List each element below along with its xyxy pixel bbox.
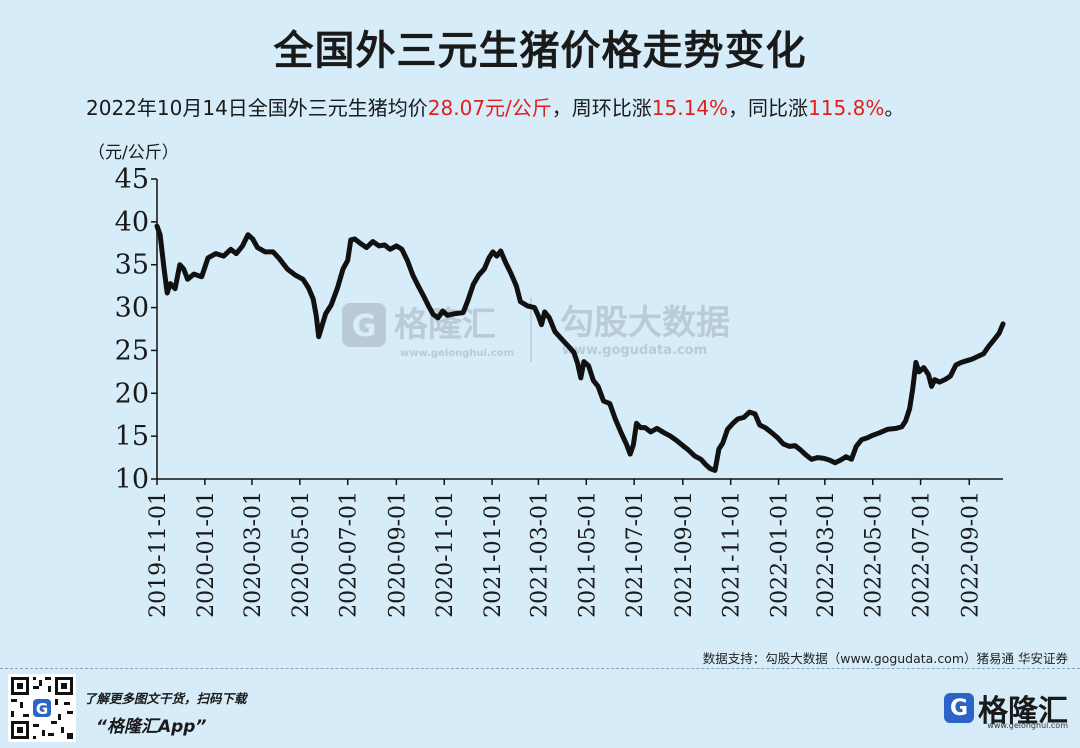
- watermark-logo-mark: G: [352, 309, 377, 344]
- y-tick-label: 15: [115, 421, 149, 452]
- x-tick-label: 2019-11-01: [146, 491, 171, 618]
- summary-yoy: 115.8%: [808, 96, 885, 120]
- x-tick-label: 2022-07-01: [910, 491, 935, 618]
- brand-logo[interactable]: G 格隆汇 www.gelonghui.com: [944, 688, 1068, 730]
- summary-end: 。: [884, 96, 905, 120]
- x-tick-label: 2022-01-01: [768, 491, 793, 618]
- brand-logo-url: www.gelonghui.com: [987, 721, 1068, 730]
- chart-ticks: 10 15 20 25 30 35 40 45 2019-11-01 2020-01-01 2020…: [115, 164, 984, 618]
- y-tick-label: 30: [115, 293, 149, 324]
- page-title: 全国外三元生猪价格走势变化: [273, 28, 807, 74]
- promo-text: 了解更多图文干货，扫码下载: [84, 691, 247, 706]
- watermark-brand-right: 勾股大数据: [560, 303, 730, 343]
- x-tick-label: 2021-11-01: [720, 491, 745, 618]
- footer-divider: [0, 668, 1080, 669]
- y-tick-label: 20: [115, 378, 149, 409]
- x-tick-label: 2020-11-01: [433, 491, 458, 618]
- summary-wow: 15.14%: [651, 96, 729, 120]
- summary-mid1: ，周环比涨: [551, 96, 652, 120]
- summary-line: 2022年10月14日全国外三元生猪均价28.07元/公斤，周环比涨15.14%…: [86, 92, 1066, 121]
- x-tick-label: 2020-03-01: [241, 491, 266, 618]
- x-tick-label: 2020-07-01: [337, 491, 362, 618]
- price-line-chart: G 格隆汇 www.gelonghui.com 勾股大数据 www.goguda…: [115, 164, 1006, 618]
- summary-prefix: 2022年10月14日全国外三元生猪均价: [86, 96, 428, 120]
- summary-mid2: ，同比涨: [728, 96, 809, 120]
- y-tick-label: 40: [115, 207, 149, 238]
- x-tick-label: 2020-09-01: [385, 491, 410, 618]
- x-tick-label: 2022-05-01: [862, 491, 887, 618]
- x-tick-label: 2020-01-01: [194, 491, 219, 618]
- watermark-brand-left-url: www.gelonghui.com: [400, 348, 514, 359]
- y-tick-label: 10: [115, 464, 149, 495]
- x-tick-label: 2021-07-01: [623, 491, 648, 618]
- x-tick-label: 2021-01-01: [481, 491, 506, 618]
- promo-app-name: “格隆汇App”: [96, 717, 207, 737]
- y-tick-label: 35: [115, 250, 149, 281]
- summary-price: 28.07元/公斤: [427, 96, 552, 120]
- watermark-brand-right-url: www.gogudata.com: [562, 343, 707, 358]
- x-tick-label: 2021-09-01: [672, 491, 697, 618]
- brand-logo-icon: G: [944, 693, 974, 723]
- brand-logo-text: 格隆汇: [978, 694, 1068, 729]
- watermark-logo-icon: [342, 303, 386, 347]
- y-axis-unit: （元/公斤）: [88, 143, 179, 163]
- x-tick-label: 2022-09-01: [958, 491, 983, 618]
- x-tick-label: 2022-03-01: [814, 491, 839, 618]
- qr-code-icon[interactable]: G: [8, 674, 76, 742]
- qr-logo-mark: G: [36, 700, 48, 718]
- y-tick-label: 45: [115, 164, 149, 195]
- y-tick-label: 25: [115, 335, 149, 366]
- x-tick-label: 2020-05-01: [289, 491, 314, 618]
- data-source: 数据支持：勾股大数据（www.gogudata.com）猪易通 华安证券: [702, 651, 1068, 666]
- x-tick-label: 2021-03-01: [527, 491, 552, 618]
- x-tick-label: 2021-05-01: [575, 491, 600, 618]
- series-line: [154, 223, 1006, 473]
